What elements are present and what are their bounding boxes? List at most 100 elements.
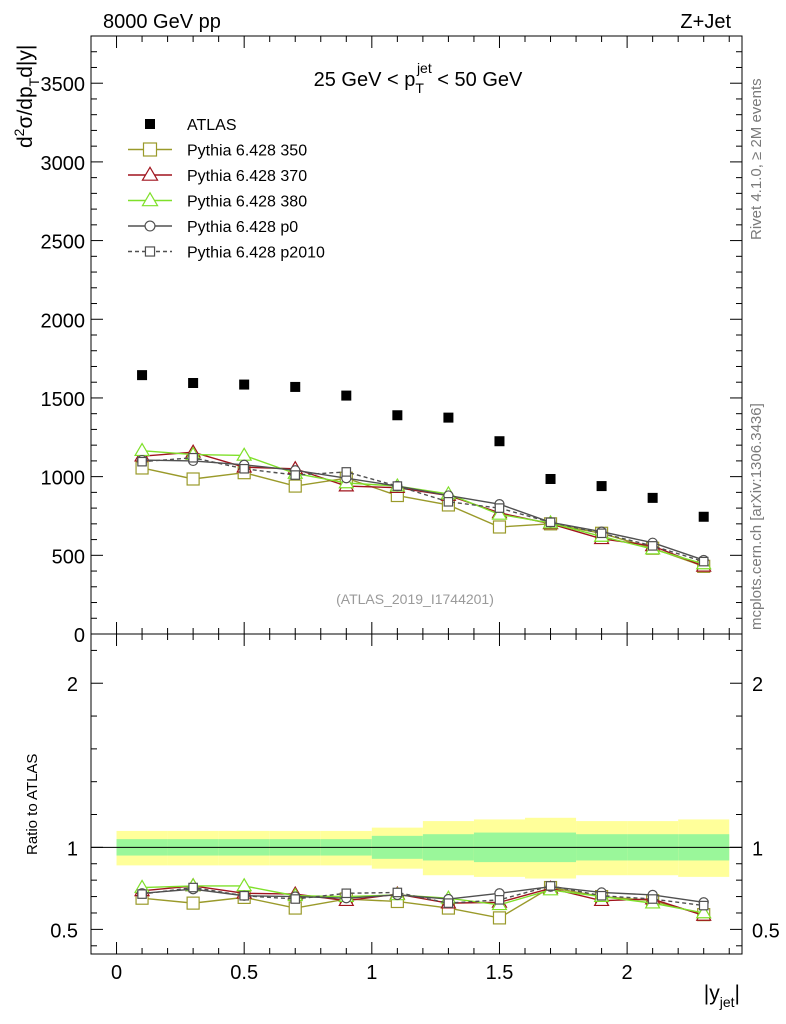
legend-marker bbox=[141, 166, 159, 181]
data-point bbox=[137, 370, 148, 381]
ratio-point bbox=[137, 889, 147, 899]
y-tick-label: 500 bbox=[52, 546, 85, 568]
data-point bbox=[134, 442, 151, 457]
ratio-series-pythia-6-428-350 bbox=[135, 880, 711, 925]
legend-label: Pythia 6.428 350 bbox=[187, 143, 307, 160]
data-point bbox=[236, 447, 253, 461]
data-point bbox=[698, 556, 709, 567]
data-point bbox=[186, 472, 200, 486]
y-tick-label: 3500 bbox=[41, 74, 86, 96]
main-ticks: 0 500 1000 1500 2000 2500 3000 3500 0 0.5 1 1.5 2 bbox=[41, 35, 742, 984]
ratio-y-axis-label: Ratio to ATLAS bbox=[24, 754, 41, 855]
data-point bbox=[443, 412, 454, 423]
ratio-y-tick-label: 2 bbox=[67, 674, 78, 696]
ratio-y-tick-label-right: 1 bbox=[752, 838, 763, 860]
data-point bbox=[596, 481, 607, 492]
data-point bbox=[392, 481, 403, 491]
series-pythia-6-428-p2010 bbox=[137, 452, 709, 567]
x-tick-label: 1.5 bbox=[486, 962, 514, 984]
data-point bbox=[239, 463, 249, 474]
data-point bbox=[188, 452, 198, 463]
ratio-line bbox=[141, 885, 704, 907]
main-panel: 0 500 1000 1500 2000 2500 3000 3500 0 0.5 1 1.5 2 25… bbox=[11, 35, 743, 984]
ratio-line bbox=[141, 885, 704, 917]
ratio-point bbox=[647, 894, 658, 904]
ratio-point bbox=[392, 887, 403, 898]
legend-label: Pythia 6.428 370 bbox=[187, 168, 307, 185]
ratio-y-tick-label: 0.5 bbox=[50, 920, 78, 942]
data-point bbox=[392, 410, 403, 421]
series-pythia-6-428-380 bbox=[134, 442, 712, 570]
data-point bbox=[443, 497, 454, 507]
legend-entry: Pythia 6.428 380 bbox=[128, 191, 307, 211]
legend-entry: Pythia 6.428 370 bbox=[128, 166, 307, 185]
ratio-y-tick-label: 1 bbox=[67, 838, 78, 860]
data-point bbox=[288, 479, 302, 493]
ratio-point bbox=[186, 896, 200, 910]
legend: ATLAS Pythia 6.428 350 Pythia 6.428 370 Pyt… bbox=[128, 117, 325, 262]
panel-title: 25 GeV < pTjet < 50 GeV bbox=[314, 60, 523, 96]
series-line bbox=[142, 449, 704, 565]
data-point bbox=[341, 467, 352, 477]
x-axis-label: |yjet| bbox=[704, 982, 740, 1010]
x-tick-label: 0 bbox=[111, 962, 122, 984]
data-point bbox=[545, 517, 556, 528]
data-point bbox=[341, 390, 352, 401]
legend-label: Pythia 6.428 p0 bbox=[187, 219, 298, 236]
ratio-point bbox=[492, 911, 507, 925]
legend-entry: Pythia 6.428 p0 bbox=[128, 219, 298, 236]
ratio-point bbox=[188, 882, 198, 893]
ratio-ticks: 0.5 0.5 1 1 2 2 bbox=[50, 649, 780, 947]
legend-label: Pythia 6.428 380 bbox=[187, 194, 307, 211]
series-line bbox=[142, 457, 704, 563]
series-line bbox=[142, 451, 704, 567]
data-point bbox=[188, 377, 199, 388]
data-point bbox=[647, 541, 658, 551]
data-point bbox=[647, 492, 658, 503]
ratio-y-tick-label-right: 2 bbox=[752, 674, 763, 696]
main-plot-area bbox=[134, 370, 712, 573]
data-point bbox=[491, 506, 508, 520]
x-tick-label: 2 bbox=[622, 962, 633, 984]
series-atlas bbox=[137, 370, 709, 522]
y-tick-label: 1500 bbox=[41, 389, 86, 411]
ratio-point bbox=[290, 894, 301, 904]
legend-marker bbox=[144, 220, 156, 232]
data-point bbox=[698, 511, 709, 522]
ratio-point bbox=[695, 904, 712, 919]
ratio-point bbox=[545, 881, 556, 891]
data-point bbox=[545, 473, 556, 484]
header-right: Z+Jet bbox=[680, 11, 731, 33]
ratio-point bbox=[236, 877, 253, 892]
series-line bbox=[142, 459, 704, 561]
series-pythia-6-428-p0 bbox=[136, 454, 709, 566]
header-left: 8000 GeV pp bbox=[103, 11, 221, 33]
ratio-series-pythia-6-428-p2010 bbox=[137, 881, 709, 911]
y-tick-label: 2500 bbox=[41, 232, 86, 254]
legend-marker bbox=[145, 119, 155, 129]
ratio-point bbox=[239, 890, 249, 901]
ratio-point bbox=[341, 888, 352, 899]
rivet-label: Rivet 4.1.0, ≥ 2M events bbox=[748, 78, 765, 240]
ratio-plot-area bbox=[91, 817, 742, 925]
data-point bbox=[239, 379, 250, 390]
data-point bbox=[492, 520, 507, 534]
legend-entry: Pythia 6.428 350 bbox=[128, 142, 307, 160]
y-tick-label: 2000 bbox=[41, 310, 86, 332]
data-point bbox=[596, 528, 607, 539]
ratio-line bbox=[141, 886, 704, 919]
legend-marker bbox=[141, 191, 159, 207]
legend-entry: Pythia 6.428 p2010 bbox=[128, 245, 325, 262]
legend-label: ATLAS bbox=[187, 117, 237, 134]
y-axis-label: d2σ/dpTd|y| bbox=[11, 45, 42, 148]
x-tick-label: 0.5 bbox=[230, 962, 258, 984]
x-tick-label: 1 bbox=[366, 962, 377, 984]
mcplots-label: mcplots.cern.ch [arXiv:1306.3436] bbox=[748, 403, 765, 630]
ratio-frame bbox=[90, 633, 743, 955]
legend-entry: ATLAS bbox=[145, 117, 237, 134]
ratio-point bbox=[494, 895, 505, 905]
series-line bbox=[141, 467, 704, 567]
data-point bbox=[494, 503, 505, 513]
ratio-point bbox=[596, 890, 607, 901]
